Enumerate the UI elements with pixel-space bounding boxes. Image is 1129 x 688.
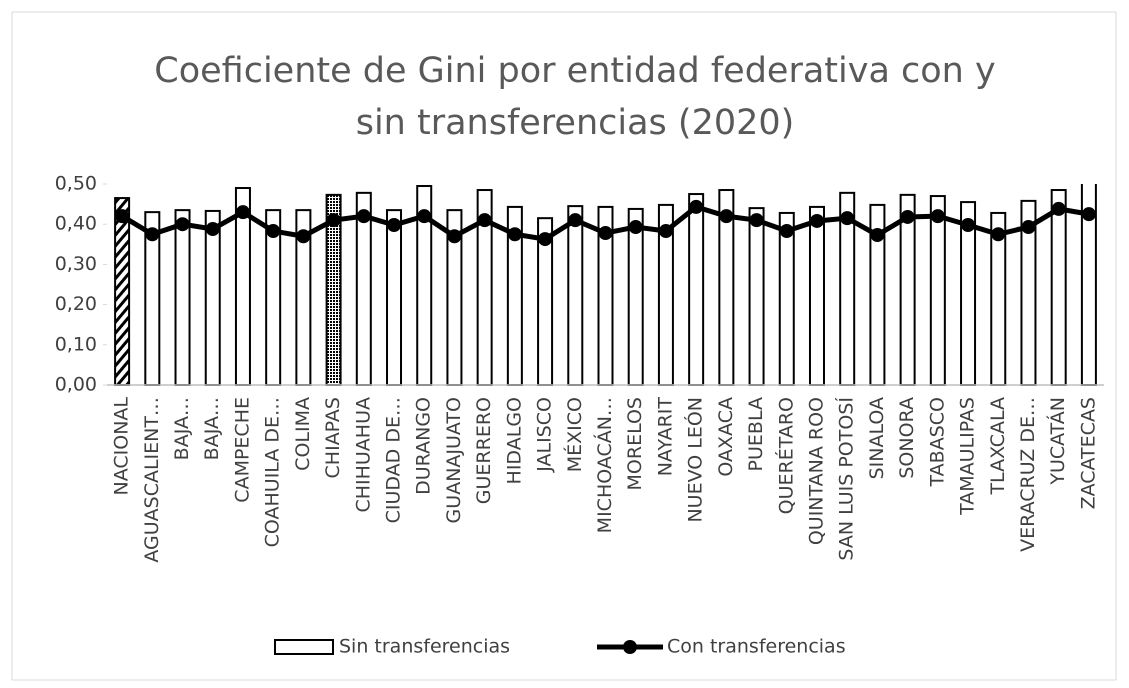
x-tick-label: AGUASCALIENT… xyxy=(141,397,163,563)
x-tick-label: NUEVO LEÓN xyxy=(683,397,707,523)
marker xyxy=(961,218,976,233)
bar xyxy=(1050,189,1067,386)
marker xyxy=(749,213,764,228)
x-tick-label: TLAXCALA xyxy=(987,397,1009,496)
marker xyxy=(809,213,824,228)
marker xyxy=(568,213,583,228)
x-tick-label: TABASCO xyxy=(926,397,948,487)
x-tick-label: MICHOACÁN… xyxy=(593,397,616,533)
legend-label: Sin transferencias xyxy=(339,636,510,658)
y-tick-label: 0,50 xyxy=(55,173,97,195)
y-tick-label: 0,10 xyxy=(55,333,97,355)
x-tick-label: GUERRERO xyxy=(473,397,495,504)
marker xyxy=(205,222,220,237)
x-tick-label: GUANAJUATO xyxy=(443,397,465,523)
marker xyxy=(900,209,915,224)
marker xyxy=(417,209,432,224)
x-tick-label: PUEBLA xyxy=(745,397,767,471)
x-tick-label: JALISCO xyxy=(534,397,556,473)
x-tick-label: ZACATECAS xyxy=(1077,397,1099,509)
x-tick-label: SINALOA xyxy=(866,397,888,479)
x-tick-label: SONORA xyxy=(896,397,918,479)
marker xyxy=(628,220,643,235)
marker xyxy=(296,229,311,244)
x-tick-label: CHIAPAS xyxy=(322,397,344,478)
x-tick-label: CAMPECHE xyxy=(231,397,253,503)
y-tick-label: 0,40 xyxy=(55,213,97,235)
chart-title: Coeficiente de Gini por entidad federati… xyxy=(154,51,995,91)
bar xyxy=(688,193,705,386)
bar xyxy=(929,195,946,386)
marker xyxy=(507,227,522,242)
marker xyxy=(991,227,1006,242)
bar xyxy=(114,197,131,386)
marker xyxy=(840,211,855,226)
legend-label: Con transferencias xyxy=(667,636,846,658)
x-tick-label: NAYARIT xyxy=(654,397,676,477)
bar xyxy=(386,209,403,386)
legend-marker xyxy=(623,640,637,654)
bar xyxy=(748,207,765,386)
marker xyxy=(689,199,704,214)
marker xyxy=(266,224,281,239)
x-tick-label: CIUDAD DE… xyxy=(383,397,405,523)
y-tick-label: 0,00 xyxy=(55,374,97,396)
y-tick-label: 0,20 xyxy=(55,293,97,315)
marker xyxy=(1021,220,1036,235)
x-tick-label: NACIONAL xyxy=(111,397,133,496)
marker xyxy=(658,224,673,239)
marker xyxy=(870,228,885,243)
x-tick-label: YUCATÁN xyxy=(1046,397,1069,486)
y-tick-label: 0,30 xyxy=(55,253,97,275)
x-tick-label: MORELOS xyxy=(624,397,646,490)
marker xyxy=(145,227,160,242)
x-tick-label: BAJA… xyxy=(201,397,223,460)
marker xyxy=(1081,207,1096,222)
x-tick-label: VERACRUZ DE… xyxy=(1017,397,1039,552)
marker xyxy=(387,218,402,233)
marker xyxy=(477,213,492,228)
marker xyxy=(1051,201,1066,216)
chart-title: sin transferencias (2020) xyxy=(356,103,795,143)
bar xyxy=(174,209,191,386)
x-tick-label: HIDALGO xyxy=(503,397,525,484)
bars xyxy=(114,184,1097,386)
marker xyxy=(538,232,553,247)
marker xyxy=(779,224,794,239)
bar xyxy=(808,205,825,386)
marker xyxy=(175,217,190,232)
marker xyxy=(447,229,462,244)
marker xyxy=(598,226,613,241)
marker xyxy=(115,209,130,224)
x-tick-label: QUINTANA ROO xyxy=(805,397,827,545)
marker xyxy=(719,209,734,224)
x-tick-label: MÉXICO xyxy=(563,397,586,472)
x-tick-label: TAMAULIPAS xyxy=(957,397,979,516)
x-tick-label: SAN LUIS POTOSÍ xyxy=(835,397,858,561)
marker xyxy=(356,209,371,224)
bar xyxy=(204,209,221,386)
marker xyxy=(930,209,945,224)
marker xyxy=(235,205,250,220)
x-tick-label: COAHUILA DE… xyxy=(262,397,284,547)
bar xyxy=(627,207,644,386)
x-tick-label: DURANGO xyxy=(413,397,435,495)
marker xyxy=(326,213,341,228)
bar xyxy=(778,211,795,386)
x-tick-label: QUERÉTARO xyxy=(774,397,797,514)
x-tick-label: BAJA… xyxy=(171,397,193,460)
bar xyxy=(567,205,584,386)
legend-swatch xyxy=(274,639,334,655)
x-tick-label: CHIHUAHUA xyxy=(352,397,374,513)
x-tick-label: OAXACA xyxy=(715,397,737,477)
x-tick-label: COLIMA xyxy=(292,397,314,471)
